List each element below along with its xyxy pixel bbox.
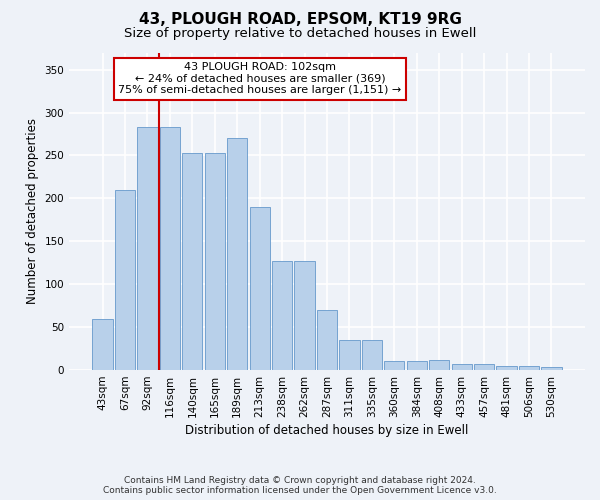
Bar bbox=[541, 366, 562, 370]
Bar bbox=[519, 366, 539, 370]
Bar bbox=[160, 127, 180, 370]
Bar bbox=[474, 364, 494, 370]
Bar bbox=[452, 364, 472, 370]
Bar bbox=[250, 207, 270, 370]
Text: Size of property relative to detached houses in Ewell: Size of property relative to detached ho… bbox=[124, 28, 476, 40]
Bar bbox=[205, 153, 225, 370]
Text: 43, PLOUGH ROAD, EPSOM, KT19 9RG: 43, PLOUGH ROAD, EPSOM, KT19 9RG bbox=[139, 12, 461, 28]
Bar bbox=[295, 261, 314, 370]
Bar bbox=[407, 362, 427, 370]
Bar bbox=[92, 318, 113, 370]
Bar bbox=[362, 340, 382, 370]
Bar bbox=[317, 310, 337, 370]
Bar bbox=[115, 190, 135, 370]
Bar bbox=[137, 127, 158, 370]
Y-axis label: Number of detached properties: Number of detached properties bbox=[26, 118, 39, 304]
Bar bbox=[182, 153, 202, 370]
X-axis label: Distribution of detached houses by size in Ewell: Distribution of detached houses by size … bbox=[185, 424, 469, 437]
Bar bbox=[340, 340, 359, 370]
Bar bbox=[496, 366, 517, 370]
Bar bbox=[384, 362, 404, 370]
Bar bbox=[429, 360, 449, 370]
Text: Contains HM Land Registry data © Crown copyright and database right 2024.
Contai: Contains HM Land Registry data © Crown c… bbox=[103, 476, 497, 495]
Text: 43 PLOUGH ROAD: 102sqm
← 24% of detached houses are smaller (369)
75% of semi-de: 43 PLOUGH ROAD: 102sqm ← 24% of detached… bbox=[118, 62, 401, 95]
Bar bbox=[227, 138, 247, 370]
Bar bbox=[272, 261, 292, 370]
